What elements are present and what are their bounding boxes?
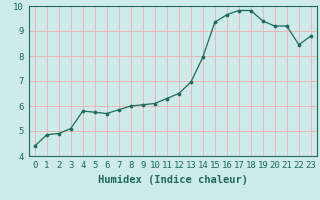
X-axis label: Humidex (Indice chaleur): Humidex (Indice chaleur): [98, 175, 248, 185]
